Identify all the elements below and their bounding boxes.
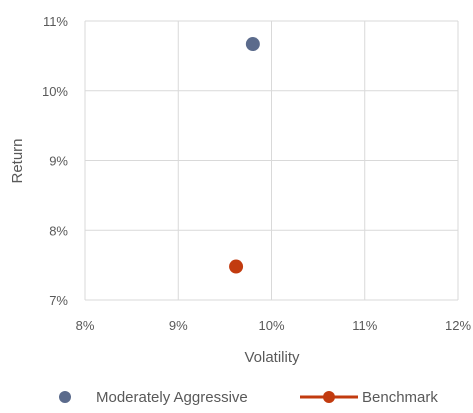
x-tick-label: 9%	[169, 318, 188, 333]
x-tick-label: 8%	[76, 318, 95, 333]
y-tick-label: 10%	[42, 84, 68, 99]
data-points	[229, 37, 260, 274]
y-tick-label: 11%	[43, 14, 68, 29]
legend-marker-benchmark	[323, 391, 335, 403]
tick-labels: 8% 9% 10% 11% 12% 7% 8% 9% 10% 11%	[42, 14, 471, 333]
x-tick-label: 12%	[445, 318, 471, 333]
x-axis-title: Volatility	[244, 349, 300, 366]
data-point-moderately-aggressive	[245, 37, 260, 52]
x-tick-label: 11%	[352, 318, 377, 333]
y-tick-label: 8%	[49, 223, 68, 238]
y-tick-label: 9%	[49, 154, 68, 169]
legend: Moderately Aggressive Benchmark	[59, 389, 438, 406]
y-tick-label: 7%	[49, 293, 68, 308]
legend-marker-moderately-aggressive	[59, 391, 71, 403]
data-point-benchmark	[229, 259, 244, 274]
y-axis-title: Return	[9, 138, 26, 183]
legend-label-moderately-aggressive: Moderately Aggressive	[96, 389, 248, 406]
legend-label-benchmark: Benchmark	[362, 389, 438, 406]
x-tick-label: 10%	[258, 318, 284, 333]
grid	[84, 20, 459, 301]
